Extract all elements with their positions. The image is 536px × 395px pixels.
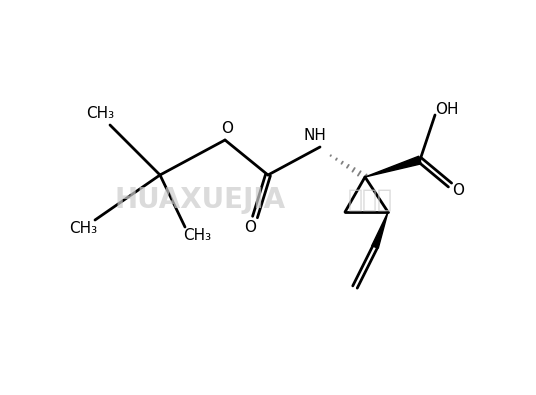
Text: OH: OH — [435, 102, 459, 117]
Polygon shape — [365, 156, 421, 177]
Text: O: O — [221, 120, 233, 135]
Text: 化学加: 化学加 — [347, 188, 392, 212]
Text: O: O — [452, 182, 464, 198]
Text: NH: NH — [303, 128, 326, 143]
Text: O: O — [244, 220, 256, 235]
Text: HUAXUEJIA: HUAXUEJIA — [115, 186, 286, 214]
Text: CH₃: CH₃ — [69, 220, 97, 235]
Polygon shape — [372, 212, 388, 248]
Text: CH₃: CH₃ — [86, 105, 114, 120]
Text: CH₃: CH₃ — [183, 228, 211, 243]
